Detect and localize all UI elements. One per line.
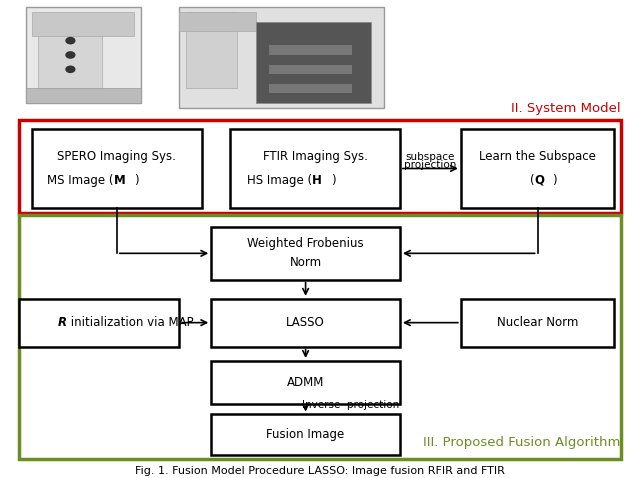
Text: MS Image (: MS Image ( [47, 174, 114, 187]
Text: Fig. 1. Fusion Model Procedure LASSO: Image fusion RFIR and FTIR: Fig. 1. Fusion Model Procedure LASSO: Im… [135, 466, 505, 476]
Text: Nuclear Norm: Nuclear Norm [497, 316, 579, 329]
Text: LASSO: LASSO [286, 316, 325, 329]
Bar [38, 17, 102, 93]
Bar [211, 299, 400, 347]
Bar [19, 120, 621, 213]
Text: III. Proposed Fusion Algorithm: III. Proposed Fusion Algorithm [424, 436, 621, 449]
Bar [461, 299, 614, 347]
Bar [211, 361, 400, 404]
Circle shape [65, 37, 76, 44]
Bar [26, 7, 141, 103]
Text: Learn the Subspace: Learn the Subspace [479, 150, 596, 163]
Text: Q: Q [534, 174, 545, 187]
Text: ADMM: ADMM [287, 376, 324, 389]
Bar [211, 414, 400, 455]
Bar [179, 12, 256, 31]
Text: HS Image (: HS Image ( [247, 174, 312, 187]
Bar [269, 45, 352, 55]
Bar [269, 84, 352, 93]
Text: ): ) [552, 174, 557, 187]
Text: (: ( [530, 174, 534, 187]
Text: Fusion Image: Fusion Image [266, 428, 345, 441]
Text: M: M [114, 174, 125, 187]
Bar [32, 12, 134, 36]
Text: Inverse  projection: Inverse projection [302, 401, 399, 410]
Bar [19, 299, 179, 347]
Text: subspace: subspace [406, 152, 455, 162]
Text: initialization via MAP: initialization via MAP [67, 316, 194, 329]
Text: R: R [58, 316, 67, 329]
Circle shape [65, 65, 76, 73]
Text: ): ) [332, 174, 336, 187]
Bar [461, 129, 614, 208]
Bar [19, 215, 621, 459]
Bar [32, 129, 202, 208]
Bar [256, 22, 371, 103]
Circle shape [65, 51, 76, 59]
Text: Weighted Frobenius: Weighted Frobenius [247, 237, 364, 250]
Bar [230, 129, 400, 208]
Bar [179, 7, 384, 108]
Bar [269, 65, 352, 74]
Bar [211, 227, 400, 280]
Text: Norm: Norm [289, 256, 322, 270]
Text: ): ) [134, 174, 139, 187]
Text: FTIR Imaging Sys.: FTIR Imaging Sys. [263, 150, 367, 163]
Text: projection: projection [404, 160, 456, 170]
Text: SPERO Imaging Sys.: SPERO Imaging Sys. [58, 150, 176, 163]
Bar [186, 12, 237, 88]
Text: II. System Model: II. System Model [511, 102, 621, 115]
Text: H: H [312, 174, 322, 187]
Bar [26, 88, 141, 103]
